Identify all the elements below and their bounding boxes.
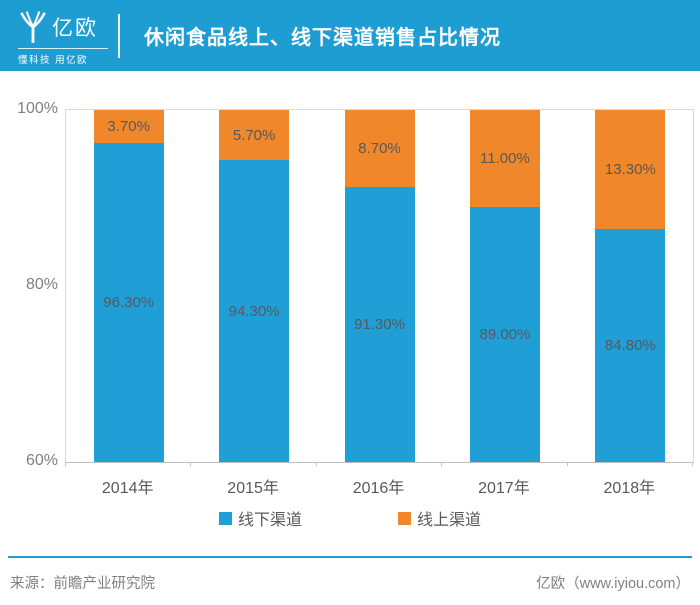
x-axis-tick bbox=[65, 462, 66, 466]
online-value-label: 8.70% bbox=[358, 139, 401, 157]
online-value-label: 3.70% bbox=[107, 117, 150, 135]
legend-label: 线上渠道 bbox=[417, 512, 482, 529]
online-segment: 8.70% bbox=[344, 110, 415, 187]
x-axis-label: 2015年 bbox=[227, 480, 279, 497]
online-value-label: 13.30% bbox=[604, 161, 656, 179]
chart-legend: 线下渠道 线上渠道 bbox=[0, 506, 700, 530]
offline-value-label: 94.30% bbox=[228, 302, 280, 320]
logo-tagline: 懂科技 用亿欧 bbox=[18, 55, 89, 66]
x-axis-tick bbox=[441, 462, 443, 466]
x-axis-tick bbox=[692, 462, 693, 466]
y-axis-label: 80% bbox=[25, 276, 58, 293]
online-value-label: 5.70% bbox=[232, 126, 276, 144]
x-axis-tick bbox=[566, 462, 568, 466]
offline-segment: 89.00% bbox=[469, 206, 540, 462]
footer-brand-text: 亿欧（www.iyiou.com） bbox=[536, 576, 690, 592]
x-axis-label: 2017年 bbox=[478, 480, 530, 497]
online-segment: 3.70% bbox=[93, 110, 164, 143]
footer-divider-line bbox=[8, 556, 692, 558]
logo-divider bbox=[18, 48, 108, 49]
category-cell: 13.30% 84.80% bbox=[568, 110, 693, 462]
offline-segment: 84.80% bbox=[595, 229, 666, 462]
title-divider bbox=[118, 14, 120, 58]
offline-segment: 91.30% bbox=[344, 186, 415, 462]
online-segment: 5.70% bbox=[219, 110, 290, 161]
x-axis-label: 2018年 bbox=[603, 480, 656, 497]
stacked-bar: 8.70% 91.30% bbox=[344, 110, 415, 462]
stacked-bar: 13.30% 84.80% bbox=[595, 110, 666, 462]
page-title: 休闲食品线上、线下渠道销售占比情况 bbox=[144, 27, 501, 49]
legend-item: 线下渠道 bbox=[218, 506, 302, 530]
y-axis-label: 100% bbox=[17, 100, 58, 117]
category-cell: 11.00% 89.00% bbox=[442, 110, 567, 462]
legend-label: 线下渠道 bbox=[237, 512, 302, 529]
category-cell: 8.70% 91.30% bbox=[317, 110, 442, 462]
legend-swatch bbox=[218, 511, 232, 525]
x-axis-tick bbox=[315, 462, 317, 466]
y-axis-label: 60% bbox=[25, 452, 58, 469]
x-axis-tick bbox=[190, 462, 192, 466]
offline-segment: 94.30% bbox=[219, 160, 290, 462]
category-cell: 3.70% 96.30% bbox=[66, 110, 191, 462]
header-banner: 亿欧 懂科技 用亿欧 休闲食品线上、线下渠道销售占比情况 bbox=[0, 0, 700, 71]
offline-value-label: 84.80% bbox=[604, 337, 656, 355]
logo-text: 亿欧 bbox=[52, 17, 98, 40]
legend-swatch bbox=[398, 511, 411, 525]
x-axis-label: 2016年 bbox=[352, 480, 405, 497]
stacked-bar: 5.70% 94.30% bbox=[219, 110, 290, 462]
yiou-logo-icon bbox=[20, 11, 46, 43]
offline-value-label: 96.30% bbox=[103, 293, 155, 311]
category-cell: 5.70% 94.30% bbox=[191, 110, 316, 462]
plot-area: 3.70% 96.30% 5.70% 94.30% 8.70% 91.30% 11.00% 8… bbox=[65, 109, 694, 463]
x-axis-label: 2014年 bbox=[101, 480, 154, 497]
offline-segment: 96.30% bbox=[93, 142, 164, 462]
offline-value-label: 89.00% bbox=[479, 325, 531, 343]
online-value-label: 11.00% bbox=[480, 149, 530, 167]
footer-source-text: 来源：前瞻产业研究院 bbox=[10, 576, 155, 592]
online-segment: 13.30% bbox=[595, 110, 666, 230]
legend-item: 线上渠道 bbox=[398, 506, 481, 530]
yiou-logo: 亿欧 懂科技 用亿欧 bbox=[18, 8, 110, 66]
stacked-bar: 11.00% 89.00% bbox=[469, 110, 540, 462]
x-axis: 2014年 2015年 2016年 2017年 2018年 bbox=[65, 474, 692, 498]
offline-value-label: 91.30% bbox=[354, 315, 405, 333]
online-segment: 11.00% bbox=[469, 110, 540, 207]
stacked-bar: 3.70% 96.30% bbox=[93, 110, 164, 462]
